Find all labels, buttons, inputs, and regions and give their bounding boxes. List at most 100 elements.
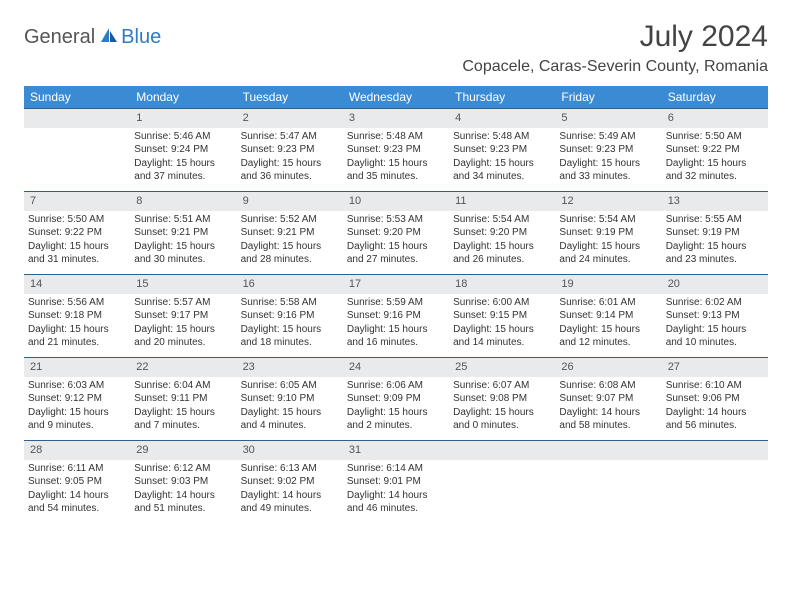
sunrise-text: Sunrise: 5:56 AM (28, 296, 126, 310)
day-number: 16 (237, 275, 343, 294)
sunset-text: Sunset: 9:19 PM (559, 226, 657, 240)
day-number: 23 (237, 358, 343, 377)
day-cell (555, 441, 661, 523)
sunset-text: Sunset: 9:23 PM (241, 143, 339, 157)
day-cell: 12 Sunrise: 5:54 AMSunset: 9:19 PMDayligh… (555, 192, 661, 274)
day-cell: 5Sunrise: 5:49 AMSunset: 9:23 PMDaylight… (555, 109, 661, 191)
sunset-text: Sunset: 9:02 PM (241, 475, 339, 489)
daylight-text: Daylight: 15 hours and 34 minutes. (453, 157, 551, 184)
sunrise-text: Sunrise: 6:04 AM (134, 379, 232, 393)
weekday-header: Wednesday (343, 86, 449, 108)
sunrise-text: Sunrise: 6:03 AM (28, 379, 126, 393)
day-cell: 3Sunrise: 5:48 AMSunset: 9:23 PMDaylight… (343, 109, 449, 191)
daylight-text: Daylight: 14 hours and 49 minutes. (241, 489, 339, 516)
day-cell: 26Sunrise: 6:08 AMSunset: 9:07 PMDayligh… (555, 358, 661, 440)
sunset-text: Sunset: 9:05 PM (28, 475, 126, 489)
daylight-text: Daylight: 15 hours and 36 minutes. (241, 157, 339, 184)
day-number: 12 (555, 192, 661, 211)
daylight-text: Daylight: 15 hours and 26 minutes. (453, 240, 551, 267)
daylight-text: Daylight: 15 hours and 16 minutes. (347, 323, 445, 350)
day-number: 14 (24, 275, 130, 294)
sunrise-text: Sunrise: 6:12 AM (134, 462, 232, 476)
day-cell: 11Sunrise: 5:54 AMSunset: 9:20 PMDayligh… (449, 192, 555, 274)
day-number: 11 (449, 192, 555, 211)
week-row: 1Sunrise: 5:46 AMSunset: 9:24 PMDaylight… (24, 108, 768, 191)
sunrise-text: Sunrise: 6:07 AM (453, 379, 551, 393)
sunrise-text: Sunrise: 5:48 AM (347, 130, 445, 144)
daylight-text: Daylight: 15 hours and 32 minutes. (666, 157, 764, 184)
sunrise-text: Sunrise: 5:48 AM (453, 130, 551, 144)
sunset-text: Sunset: 9:17 PM (134, 309, 232, 323)
sunset-text: Sunset: 9:20 PM (347, 226, 445, 240)
daylight-text: Daylight: 15 hours and 33 minutes. (559, 157, 657, 184)
weekday-header: Saturday (662, 86, 768, 108)
day-number: 24 (343, 358, 449, 377)
daylight-text: Daylight: 15 hours and 37 minutes. (134, 157, 232, 184)
daylight-text: Daylight: 15 hours and 23 minutes. (666, 240, 764, 267)
sunrise-text: Sunrise: 5:55 AM (666, 213, 764, 227)
sunrise-text: Sunrise: 5:50 AM (666, 130, 764, 144)
week-row: 21Sunrise: 6:03 AMSunset: 9:12 PMDayligh… (24, 357, 768, 440)
sunset-text: Sunset: 9:18 PM (28, 309, 126, 323)
weekday-header: Sunday (24, 86, 130, 108)
logo-sail-icon (99, 26, 119, 49)
day-number (662, 441, 768, 460)
sunset-text: Sunset: 9:13 PM (666, 309, 764, 323)
day-cell: 6 Sunrise: 5:50 AMSunset: 9:22 PMDaylight… (662, 109, 768, 191)
day-cell: 8Sunrise: 5:51 AMSunset: 9:21 PMDaylight… (130, 192, 236, 274)
daylight-text: Daylight: 15 hours and 27 minutes. (347, 240, 445, 267)
sunrise-text: Sunrise: 5:46 AM (134, 130, 232, 144)
day-number: 3 (343, 109, 449, 128)
location-text: Copacele, Caras-Severin County, Romania (462, 58, 768, 76)
day-cell: 28Sunrise: 6:11 AMSunset: 9:05 PMDayligh… (24, 441, 130, 523)
logo-text-general: General (24, 26, 95, 49)
week-row: 7Sunrise: 5:50 AMSunset: 9:22 PMDaylight… (24, 191, 768, 274)
sunset-text: Sunset: 9:06 PM (666, 392, 764, 406)
day-number: 6 (662, 109, 768, 128)
sunrise-text: Sunrise: 5:54 AM (559, 213, 657, 227)
sunrise-text: Sunrise: 5:50 AM (28, 213, 126, 227)
week-row: 28Sunrise: 6:11 AMSunset: 9:05 PMDayligh… (24, 440, 768, 523)
day-cell: 18Sunrise: 6:00 AMSunset: 9:15 PMDayligh… (449, 275, 555, 357)
day-cell: 16Sunrise: 5:58 AMSunset: 9:16 PMDayligh… (237, 275, 343, 357)
sunset-text: Sunset: 9:23 PM (347, 143, 445, 157)
day-cell: 25Sunrise: 6:07 AMSunset: 9:08 PMDayligh… (449, 358, 555, 440)
day-cell: 13Sunrise: 5:55 AMSunset: 9:19 PMDayligh… (662, 192, 768, 274)
day-number: 4 (449, 109, 555, 128)
day-number: 31 (343, 441, 449, 460)
day-number: 30 (237, 441, 343, 460)
sunrise-text: Sunrise: 6:02 AM (666, 296, 764, 310)
day-cell: 20Sunrise: 6:02 AMSunset: 9:13 PMDayligh… (662, 275, 768, 357)
daylight-text: Daylight: 14 hours and 58 minutes. (559, 406, 657, 433)
sunset-text: Sunset: 9:23 PM (559, 143, 657, 157)
day-number: 25 (449, 358, 555, 377)
daylight-text: Daylight: 14 hours and 56 minutes. (666, 406, 764, 433)
sunset-text: Sunset: 9:15 PM (453, 309, 551, 323)
day-number: 10 (343, 192, 449, 211)
sunset-text: Sunset: 9:11 PM (134, 392, 232, 406)
sunset-text: Sunset: 9:19 PM (666, 226, 764, 240)
day-cell (24, 109, 130, 191)
daylight-text: Daylight: 15 hours and 30 minutes. (134, 240, 232, 267)
daylight-text: Daylight: 15 hours and 4 minutes. (241, 406, 339, 433)
logo-text-blue: Blue (121, 26, 161, 49)
day-number: 9 (237, 192, 343, 211)
sunrise-text: Sunrise: 6:10 AM (666, 379, 764, 393)
title-block: July 2024 Copacele, Caras-Severin County… (462, 20, 768, 76)
day-cell: 27Sunrise: 6:10 AMSunset: 9:06 PMDayligh… (662, 358, 768, 440)
sunset-text: Sunset: 9:12 PM (28, 392, 126, 406)
sunset-text: Sunset: 9:22 PM (666, 143, 764, 157)
day-number: 17 (343, 275, 449, 294)
sunrise-text: Sunrise: 6:14 AM (347, 462, 445, 476)
daylight-text: Daylight: 15 hours and 9 minutes. (28, 406, 126, 433)
day-cell: 29Sunrise: 6:12 AMSunset: 9:03 PMDayligh… (130, 441, 236, 523)
daylight-text: Daylight: 15 hours and 7 minutes. (134, 406, 232, 433)
daylight-text: Daylight: 15 hours and 24 minutes. (559, 240, 657, 267)
sunset-text: Sunset: 9:21 PM (241, 226, 339, 240)
day-number: 15 (130, 275, 236, 294)
day-cell: 15Sunrise: 5:57 AMSunset: 9:17 PMDayligh… (130, 275, 236, 357)
day-number: 2 (237, 109, 343, 128)
daylight-text: Daylight: 15 hours and 2 minutes. (347, 406, 445, 433)
day-number: 7 (24, 192, 130, 211)
sunset-text: Sunset: 9:21 PM (134, 226, 232, 240)
